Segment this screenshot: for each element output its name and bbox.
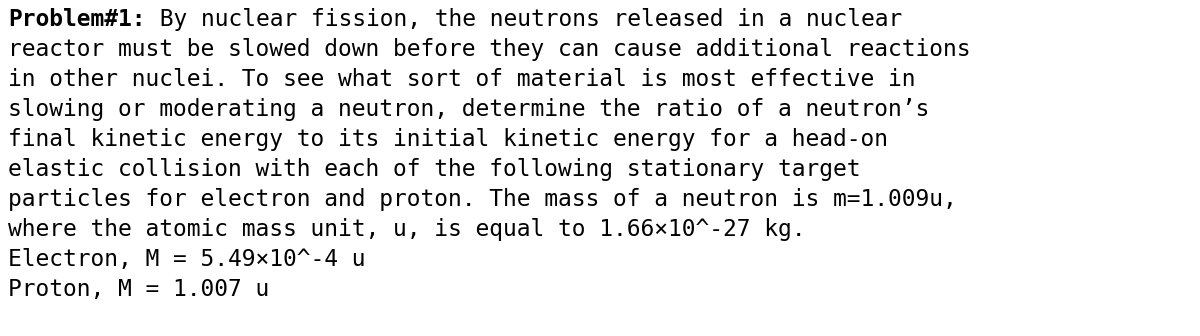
Text: in other nuclei. To see what sort of material is most effective in: in other nuclei. To see what sort of mat… — [8, 68, 916, 91]
Text: where the atomic mass unit, u, is equal to 1.66×10^-27 kg.: where the atomic mass unit, u, is equal … — [8, 218, 805, 241]
Text: elastic collision with each of the following stationary target: elastic collision with each of the follo… — [8, 158, 860, 181]
Text: slowing or moderating a neutron, determine the ratio of a neutron’s: slowing or moderating a neutron, determi… — [8, 98, 929, 121]
Text: reactor must be slowed down before they can cause additional reactions: reactor must be slowed down before they … — [8, 38, 971, 61]
Text: final kinetic energy to its initial kinetic energy for a head-on: final kinetic energy to its initial kine… — [8, 128, 888, 151]
Text: By nuclear fission, the neutrons released in a nuclear: By nuclear fission, the neutrons release… — [145, 8, 901, 31]
Text: Problem#1:: Problem#1: — [8, 8, 145, 31]
Text: Electron, M = 5.49×10^-4 u: Electron, M = 5.49×10^-4 u — [8, 248, 366, 271]
Text: Proton, M = 1.007 u: Proton, M = 1.007 u — [8, 278, 269, 301]
Text: particles for electron and proton. The mass of a neutron is m=1.009u,: particles for electron and proton. The m… — [8, 188, 956, 211]
